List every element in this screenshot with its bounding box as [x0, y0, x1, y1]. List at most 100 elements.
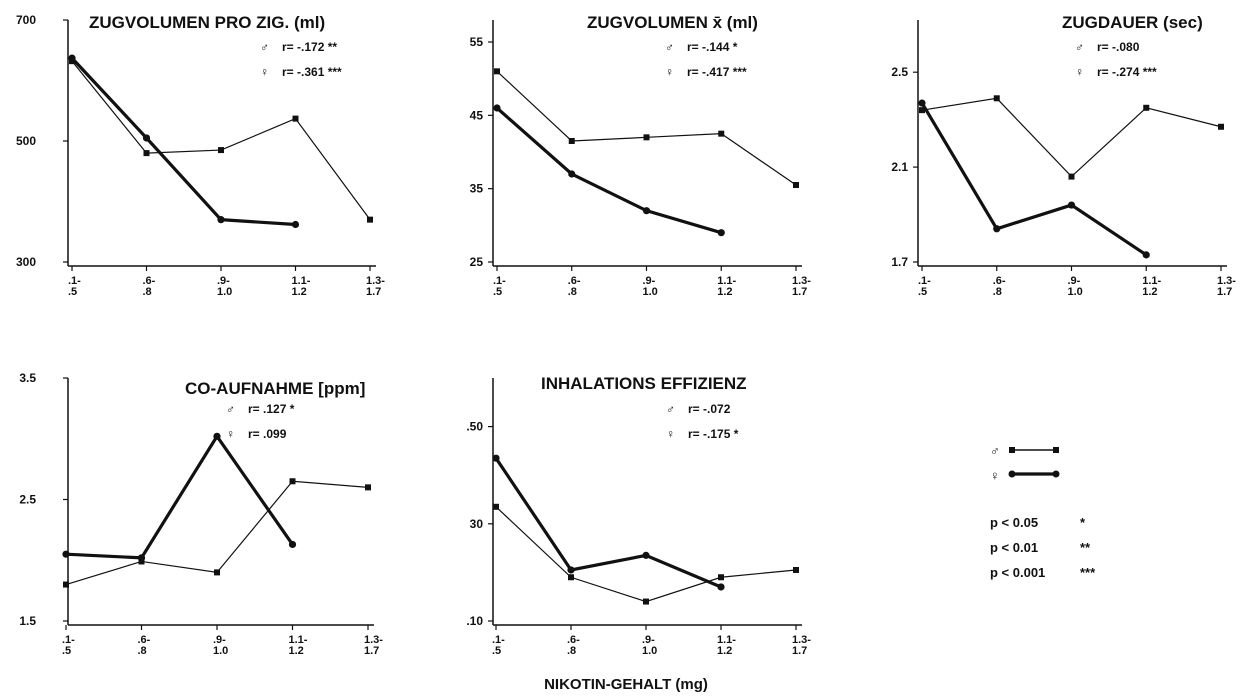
legend: ♂ ♀ p < 0.05 * p < 0.01 ** p < 0.001 ***	[990, 443, 1096, 580]
series-line-female	[920, 102, 1148, 257]
data-point-male	[793, 566, 799, 573]
data-point-female	[567, 566, 575, 574]
x-tick-label: .5	[918, 286, 927, 298]
y-tick-label: 35	[470, 182, 484, 196]
stat-symbol: ♂	[260, 40, 269, 54]
x-tick-label: .8	[143, 286, 152, 298]
y-tick-label: 2.5	[19, 493, 36, 507]
y-tick-label: 45	[470, 108, 484, 122]
chart-title: ZUGVOLUMEN PRO ZIG. (ml)	[89, 13, 325, 32]
stat-correlation: r= -.175 *	[688, 427, 739, 441]
data-point-female	[137, 554, 146, 562]
data-point-female	[492, 454, 500, 462]
stat-correlation: r= .099	[248, 427, 287, 441]
x-tick-label: .8	[138, 645, 147, 657]
y-tick-label: 25	[470, 255, 484, 269]
series-line-female	[65, 433, 294, 560]
data-point-male	[1068, 173, 1075, 180]
data-point-female	[918, 99, 926, 107]
chart-panel-4: 3.5 2.5 1.5 .1-.5 .6-.8 .9-1.0 1.1-1.2 1.3-1.7 C…	[19, 371, 383, 657]
x-tick-label: 1.2	[1142, 286, 1157, 298]
data-point-female	[291, 220, 300, 229]
legend-male-marker	[1009, 447, 1015, 453]
x-tick-label: 1.1-	[292, 275, 311, 287]
data-point-male	[143, 150, 150, 157]
legend-sig-label: p < 0.05	[990, 515, 1038, 530]
legend-sig-stars: **	[1080, 540, 1091, 555]
stat-symbol: ♀	[665, 65, 674, 79]
data-point-female	[288, 540, 297, 549]
data-point-male	[568, 138, 575, 144]
x-tick-label: 1.7	[792, 286, 807, 298]
x-tick-label: .6-	[143, 275, 156, 287]
x-tick-label: 1.1-	[717, 634, 736, 646]
x-tick-label: 1.2	[717, 645, 732, 657]
y-tick-label: 500	[16, 134, 36, 148]
chart-panel-2: 55 45 35 25 .1-.5 .6-.8 .9-1.0 1.1-1.2 1.3-1.7 ZU…	[470, 13, 812, 298]
data-point-male	[793, 182, 799, 188]
stat-symbol: ♀	[260, 65, 269, 79]
data-point-male	[1143, 104, 1150, 111]
data-point-female	[642, 551, 650, 559]
stat-symbol: ♂	[226, 402, 235, 416]
x-tick-label: 1.7	[792, 645, 807, 657]
series-line-male	[65, 480, 369, 586]
x-tick-label: .8	[993, 286, 1002, 298]
y-tick-label: 300	[16, 255, 36, 269]
data-point-male	[718, 574, 724, 581]
legend-male-marker	[1053, 447, 1059, 453]
y-tick-label: .10	[466, 614, 483, 628]
x-tick-label: 1.3-	[364, 634, 383, 646]
y-tick-label: .50	[466, 420, 483, 434]
series-line-female	[70, 57, 296, 227]
y-tick-label: 700	[16, 13, 36, 27]
x-tick-label: .1-	[62, 634, 75, 646]
x-tick-label: .1-	[492, 634, 505, 646]
legend-sig-stars: ***	[1080, 565, 1096, 580]
stat-correlation: r= -.144 *	[687, 40, 738, 54]
series-line-male	[921, 97, 1222, 178]
data-point-female	[568, 170, 576, 178]
x-tick-label: .6-	[138, 634, 151, 646]
series-line-female	[495, 106, 722, 235]
x-tick-label: 1.3-	[792, 634, 811, 646]
x-axis-label: NIKOTIN-GEHALT (mg)	[544, 676, 708, 693]
data-point-male	[289, 478, 296, 485]
legend-female-marker	[1008, 470, 1016, 478]
series-line-male	[496, 70, 797, 186]
x-tick-label: .5	[493, 286, 502, 298]
x-tick-label: 1.2	[292, 286, 307, 298]
data-point-female	[642, 207, 651, 215]
x-tick-label: 1.0	[643, 286, 658, 298]
data-point-female	[1142, 251, 1150, 259]
data-point-male	[568, 574, 574, 581]
data-point-male	[919, 107, 925, 114]
stat-symbol: ♂	[1075, 40, 1084, 54]
data-point-male	[493, 503, 499, 510]
x-tick-label: .1-	[68, 275, 81, 287]
data-point-female	[717, 583, 725, 591]
x-tick-label: 1.0	[1068, 286, 1083, 298]
stat-correlation: r= -.417 ***	[687, 65, 747, 79]
data-point-male	[993, 95, 1000, 102]
x-tick-label: .6-	[568, 275, 581, 287]
legend-male-symbol: ♂	[990, 443, 1000, 458]
data-point-male	[367, 216, 373, 223]
chart-panel-3: 2.52.11.7.1-.5.6-.8.9-1.01.1-1.21.3-1.7Z…	[891, 13, 1236, 298]
series-line-female	[494, 457, 722, 589]
x-tick-label: .9-	[217, 275, 230, 287]
stat-correlation: r= -.080	[1097, 40, 1140, 54]
data-point-male	[494, 68, 500, 75]
stat-symbol: ♀	[226, 427, 235, 441]
data-point-male	[643, 134, 650, 141]
stat-correlation: r= -.072	[688, 402, 731, 416]
y-tick-label: 2.5	[891, 65, 908, 79]
x-tick-label: .9-	[642, 634, 655, 646]
x-tick-label: 1.3-	[366, 275, 385, 287]
y-tick-label: 30	[470, 517, 484, 531]
data-point-female	[213, 432, 221, 440]
x-tick-label: .9-	[213, 634, 226, 646]
x-tick-label: 1.3-	[792, 275, 811, 287]
data-point-male	[214, 569, 220, 576]
data-point-female	[1067, 201, 1076, 209]
